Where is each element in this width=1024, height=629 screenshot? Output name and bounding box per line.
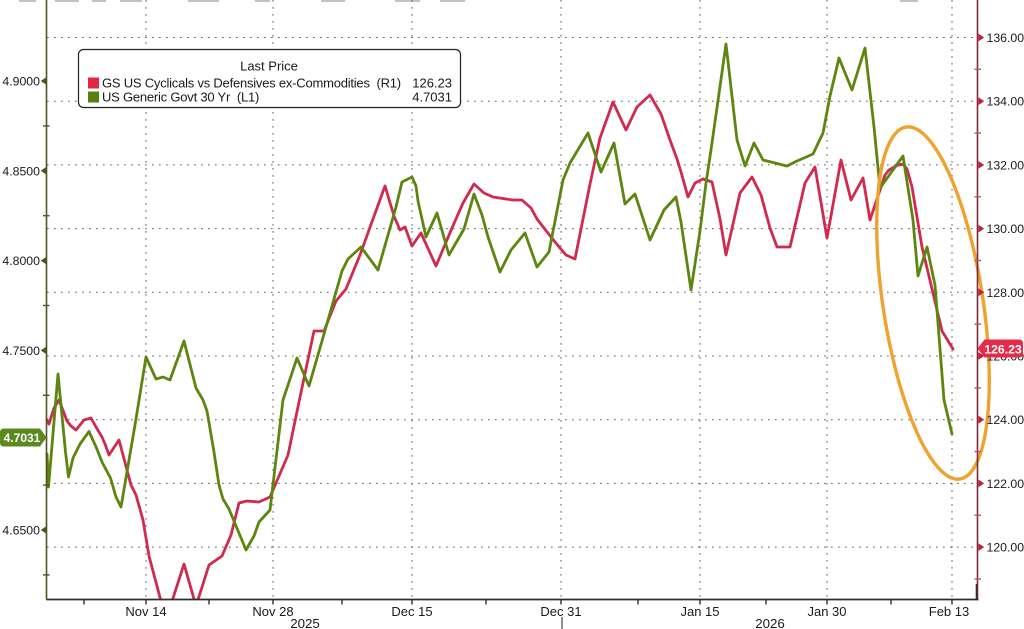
svg-text:4.8000: 4.8000	[2, 254, 40, 268]
svg-text:134.00: 134.00	[987, 95, 1024, 109]
svg-text:Feb 13: Feb 13	[929, 604, 969, 619]
svg-text:4.7031: 4.7031	[4, 431, 41, 445]
svg-text:130.00: 130.00	[987, 222, 1024, 236]
svg-text:Jan 30: Jan 30	[807, 604, 846, 619]
svg-text:Nov 14: Nov 14	[125, 604, 166, 619]
svg-text:126.23: 126.23	[984, 343, 1021, 357]
svg-text:US Generic Govt 30 Yr (L1): US Generic Govt 30 Yr (L1)	[102, 90, 259, 105]
svg-text:4.6500: 4.6500	[2, 524, 40, 538]
svg-text:Nov 28: Nov 28	[252, 604, 293, 619]
svg-text:126.23: 126.23	[412, 76, 452, 91]
svg-text:Last Price: Last Price	[240, 59, 298, 74]
svg-text:4.8500: 4.8500	[2, 164, 40, 178]
svg-text:4.7500: 4.7500	[2, 344, 40, 358]
svg-text:Dec 31: Dec 31	[540, 604, 581, 619]
svg-text:4.9000: 4.9000	[2, 75, 40, 89]
svg-text:120.00: 120.00	[987, 541, 1024, 555]
svg-text:132.00: 132.00	[987, 158, 1024, 172]
svg-text:128.00: 128.00	[987, 286, 1024, 300]
svg-text:4.7031: 4.7031	[412, 90, 452, 105]
svg-text:GS US Cyclicals vs Defensives: GS US Cyclicals vs Defensives ex-Commodi…	[102, 76, 401, 91]
svg-text:122.00: 122.00	[987, 477, 1024, 491]
svg-text:2025: 2025	[290, 616, 320, 629]
svg-text:136.00: 136.00	[987, 31, 1024, 45]
svg-text:Dec 15: Dec 15	[391, 604, 432, 619]
svg-text:Jan 15: Jan 15	[680, 604, 719, 619]
svg-text:124.00: 124.00	[987, 413, 1024, 427]
svg-text:2026: 2026	[755, 616, 785, 629]
